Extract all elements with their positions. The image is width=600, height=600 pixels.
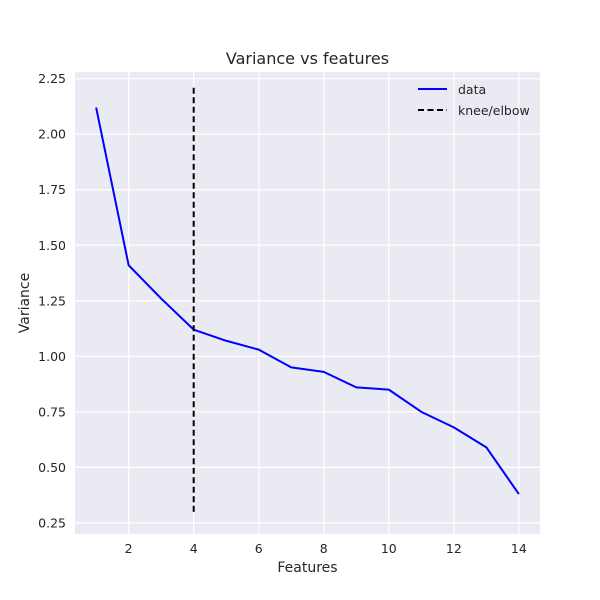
x-tick-label: 4	[190, 541, 198, 556]
x-tick-label: 2	[125, 541, 133, 556]
x-tick-label: 10	[381, 541, 397, 556]
y-tick-label: 2.00	[38, 127, 66, 142]
y-axis-label: Variance	[17, 273, 33, 333]
x-tick-labels: 2 4 6 8 10 12 14	[125, 541, 527, 556]
chart-title: Variance vs features	[226, 49, 389, 68]
x-tick-label: 8	[320, 541, 328, 556]
y-gridlines	[75, 78, 540, 524]
y-tick-label: 1.00	[38, 349, 66, 364]
x-axis-label: Features	[277, 560, 337, 576]
legend-label-knee-elbow: knee/elbow	[458, 103, 530, 118]
x-tick-label: 14	[511, 541, 527, 556]
series-line-data	[95, 107, 520, 495]
y-tick-label: 1.75	[38, 182, 66, 197]
series-layer	[95, 87, 520, 512]
y-tick-label: 0.75	[38, 404, 66, 419]
y-tick-label: 1.25	[38, 293, 66, 308]
legend: data knee/elbow	[418, 82, 530, 118]
y-tick-label: 0.25	[38, 515, 66, 530]
x-tick-label: 12	[446, 541, 462, 556]
plot-area	[75, 72, 540, 534]
legend-label-data: data	[458, 82, 486, 97]
y-tick-labels: 0.25 0.50 0.75 1.00 1.25 1.50 1.75 2.00 2.25	[38, 71, 66, 530]
x-tick-label: 6	[255, 541, 263, 556]
y-tick-label: 0.50	[38, 460, 66, 475]
y-tick-label: 2.25	[38, 71, 66, 86]
y-tick-label: 1.50	[38, 238, 66, 253]
